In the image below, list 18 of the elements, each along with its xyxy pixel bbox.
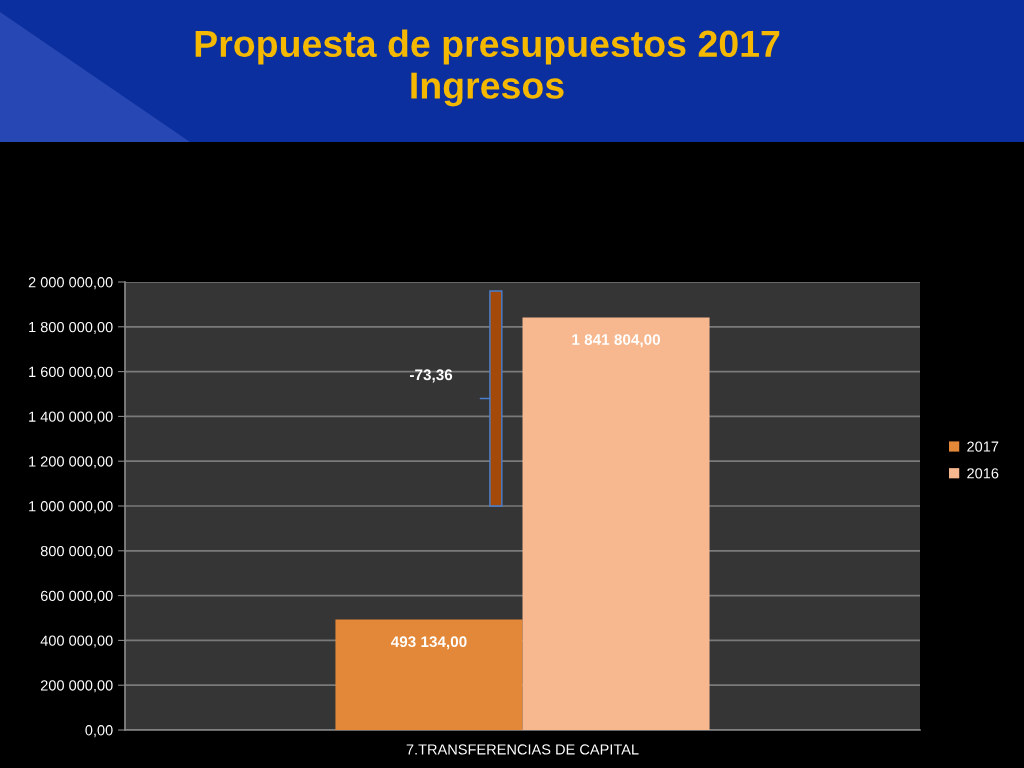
y-tick-label: 400 000,00 (40, 635, 113, 648)
legend-label: 2017 (967, 441, 999, 452)
y-tick-label: 0,00 (85, 725, 113, 738)
legend-label: 2016 (967, 468, 999, 479)
x-tick-label: 7.TRANSFERENCIAS DE CAPITAL (406, 744, 639, 755)
chart-title: Propuesta de presupuestos 2017 Ingresos (195, 29, 780, 107)
y-tick-label: 800 000,00 (40, 545, 113, 558)
y-tick-label: 2 000 000,00 (28, 277, 113, 290)
annotation: -73,36 (410, 369, 453, 383)
y-tick-label: 600 000,00 (40, 590, 113, 603)
y-tick-label: 200 000,00 (40, 680, 113, 693)
y-tick-label: 1 800 000,00 (29, 321, 113, 334)
data-label: 1 841 804,00 (572, 334, 661, 348)
y-tick-label: 1 600 000,00 (29, 366, 113, 379)
y-tick-label: 1 200 000,00 (29, 456, 113, 469)
data-label: 493 134,00 (390, 636, 467, 650)
y-tick-label: 1 000 000,00 (29, 501, 113, 514)
y-tick-label: 1 400 000,00 (29, 411, 113, 424)
